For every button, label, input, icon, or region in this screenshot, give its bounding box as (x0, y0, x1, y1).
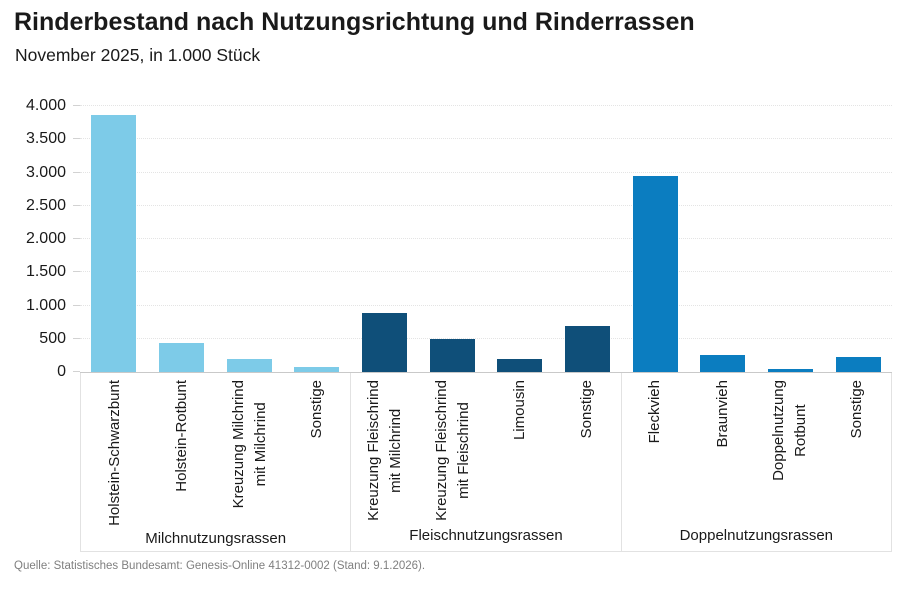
bar-slot (418, 106, 486, 372)
plot-area (73, 105, 892, 373)
bar-kreuzung-fleischrind-mit-milchrind (362, 312, 407, 372)
bar-holstein-rotbunt (158, 343, 204, 372)
bar-slot (351, 106, 419, 372)
y-axis-tick (73, 171, 80, 173)
x-label-slot: Kreuzung Fleischrind mit Fleischrind (419, 373, 486, 521)
group-name-label: Doppelnutzungsrassen (679, 526, 834, 544)
x-label-slot: Kreuzung Milchrind mit Milchrind (216, 373, 283, 526)
y-tick-label: 2.000 (25, 230, 66, 247)
gridline (80, 238, 892, 239)
bar-group-fleischnutzungsrassen (351, 106, 622, 372)
bar-group-milchnutzungsrassen (80, 106, 351, 372)
x-label-slot: Doppelnutzung Rotbunt (756, 373, 823, 519)
x-axis-label: Limousin (510, 380, 528, 441)
group-name-label: Milchnutzungsrassen (145, 529, 287, 547)
gridline (80, 204, 892, 206)
x-label-box: Holstein-Schwarzbunt Holstein-Rotbunt Kreu… (80, 373, 892, 552)
y-tick-label: 3.500 (25, 130, 66, 148)
bar-slot (554, 106, 622, 372)
x-axis-label: Braunvieh (713, 380, 731, 448)
y-axis-tick (73, 105, 80, 106)
y-axis-tick (73, 271, 80, 273)
bar-limousin (497, 359, 543, 372)
bar-sonstige (564, 326, 610, 372)
bar-slot (283, 106, 351, 372)
y-tick-label: 4.000 (25, 97, 66, 114)
bar-slot (80, 106, 148, 372)
y-tick-label: 1.000 (25, 296, 66, 314)
bar-kreuzung-milchrind-mit-milchrind (226, 358, 272, 372)
y-tick-label: 3.000 (25, 163, 66, 181)
bar-slot (689, 106, 757, 372)
gridline (80, 138, 892, 140)
y-axis-tick (73, 238, 80, 239)
y-tick-label: 0 (57, 363, 66, 380)
bar-doppelnutzung-rotbunt (767, 368, 813, 372)
bar-slot (757, 106, 825, 372)
bar-sonstige (835, 357, 881, 372)
x-axis-label: Kreuzung Fleischrind mit Milchrind (365, 380, 404, 521)
bar-slot (148, 106, 216, 372)
bar-kreuzung-fleischrind-mit-fleischrind (429, 338, 475, 372)
x-axis-label: Sonstige (307, 380, 325, 439)
bar-slot (486, 106, 554, 372)
x-label-slot: Kreuzung Fleischrind mit Milchrind (351, 373, 418, 521)
y-axis-tick (73, 304, 80, 306)
y-axis-tick (73, 138, 80, 140)
source-note: Quelle: Statistisches Bundesamt: Genesis… (14, 560, 426, 572)
x-label-row: Fleckvieh Braunvieh Doppelnutzung Rotbunt S… (622, 373, 891, 519)
label-section-doppelnutzungsrassen: Fleckvieh Braunvieh Doppelnutzung Rotbunt S… (620, 373, 892, 551)
bar-slot (824, 106, 892, 372)
x-axis-label: Doppelnutzung Rotbunt (770, 380, 809, 481)
x-axis-label: Sonstige (578, 380, 596, 439)
chart-title: Rinderbestand nach Nutzungsrichtung und … (14, 8, 695, 36)
y-axis-tick (73, 204, 80, 206)
y-tick-label: 2.500 (25, 196, 66, 214)
x-axis-label: Kreuzung Milchrind mit Milchrind (229, 380, 269, 509)
bar-braunvieh (700, 355, 746, 372)
bar-holstein-schwarzbunt (91, 114, 137, 372)
gridline (80, 337, 892, 339)
group-name-label: Fleischnutzungsrassen (409, 527, 563, 545)
x-axis-label: Holstein-Schwarzbunt (105, 380, 123, 526)
gridline (80, 105, 892, 106)
x-axis-label: Sonstige (848, 380, 866, 439)
x-label-slot: Sonstige (283, 373, 350, 526)
label-section-fleischnutzungsrassen: Kreuzung Fleischrind mit Milchrind Kreuzu… (350, 373, 620, 551)
gridline (80, 271, 892, 273)
bar-slot (621, 106, 689, 372)
x-label-slot: Fleckvieh (622, 373, 689, 519)
bar-group-doppelnutzungsrassen (621, 106, 892, 372)
label-section-milchnutzungsrassen: Holstein-Schwarzbunt Holstein-Rotbunt Kreu… (80, 373, 350, 551)
bar-sonstige (294, 367, 340, 372)
y-axis-labels: 0 500 1.000 1.500 2.000 2.500 3.000 3.500 4.000 (0, 97, 66, 380)
bar-fleckvieh (632, 175, 678, 372)
gridline (80, 171, 892, 173)
y-axis-tick (73, 337, 80, 339)
gridline (80, 304, 892, 306)
bar-slot (215, 106, 283, 372)
x-label-slot: Holstein-Schwarzbunt (81, 373, 148, 526)
x-axis-label: Holstein-Rotbunt (173, 380, 191, 492)
x-label-slot: Braunvieh (689, 373, 756, 519)
y-tick-label: 500 (39, 329, 66, 347)
x-label-row: Kreuzung Fleischrind mit Milchrind Kreuzu… (351, 373, 620, 521)
x-label-slot: Sonstige (824, 373, 891, 519)
x-label-slot: Holstein-Rotbunt (148, 373, 215, 526)
x-axis-label: Kreuzung Fleischrind mit Fleischrind (432, 380, 472, 521)
x-label-slot: Sonstige (553, 373, 620, 521)
y-axis-tick (73, 371, 80, 372)
x-axis-label: Fleckvieh (646, 380, 664, 444)
plot-groups (80, 106, 892, 372)
x-label-row: Holstein-Schwarzbunt Holstein-Rotbunt Kreu… (81, 373, 350, 526)
chart-subtitle: November 2025, in 1.000 Stück (15, 45, 261, 65)
x-label-slot: Limousin (486, 373, 553, 521)
y-tick-label: 1.500 (25, 263, 66, 281)
